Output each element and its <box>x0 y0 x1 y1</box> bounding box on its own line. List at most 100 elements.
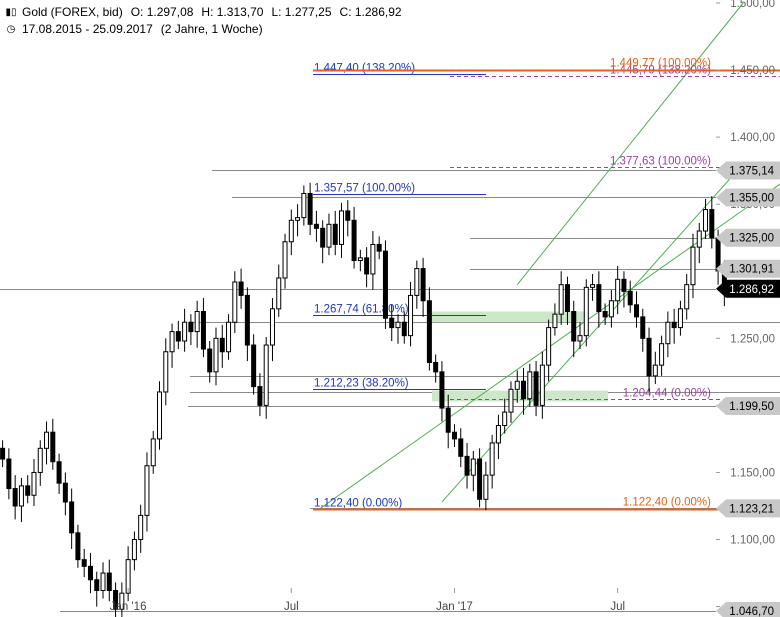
price-badge-label: 1.355,00 <box>729 192 774 204</box>
x-tick-label: Jul <box>610 601 625 613</box>
candle-body <box>0 447 6 460</box>
low-value: L: 1.277,25 <box>271 5 332 19</box>
y-tick-label: 1.100,00 <box>730 535 775 547</box>
candle-body <box>12 488 18 507</box>
candle-body <box>389 317 395 329</box>
support-zones <box>432 311 608 402</box>
candle-body <box>106 572 112 591</box>
candle-body <box>489 442 495 476</box>
price-badge-label: 1.046,70 <box>729 606 774 617</box>
candle-body <box>684 284 690 310</box>
candle-body <box>571 311 577 342</box>
candle-body <box>552 313 558 329</box>
candle-body <box>426 300 432 363</box>
price-badge-label: 1.325,00 <box>729 233 774 245</box>
candle-body <box>276 277 282 310</box>
candle-body <box>169 331 175 353</box>
candle-body <box>307 192 313 225</box>
candle-body <box>652 364 658 377</box>
fibonacci-levels: 1.447,40 (138.20%) 1.357,57 (100.00%) 1.26… <box>313 58 780 511</box>
price-badges: 1.375,14 1.355,00 1.325,00 1.301,91 1.286,92… <box>716 161 780 617</box>
candle-body <box>244 294 250 346</box>
candle-body <box>213 337 219 373</box>
candle-body <box>615 278 621 302</box>
candle-body <box>320 227 326 248</box>
candle-body <box>627 290 633 306</box>
candle-body <box>295 217 301 221</box>
y-tick-label: 1.450,00 <box>730 65 775 77</box>
instrument-title: Gold (FOREX, bid) <box>22 5 123 19</box>
candle-body <box>533 371 539 406</box>
candle-body <box>439 371 445 409</box>
candle-body <box>288 219 294 243</box>
candle-body <box>696 230 702 248</box>
y-tick-label: 1.400,00 <box>730 132 775 144</box>
candle-body <box>709 209 715 239</box>
candle-body <box>44 431 50 449</box>
candle-body <box>257 386 263 406</box>
fib-blue-label: 1.357,57 (100.00%) <box>314 183 415 195</box>
candle-body <box>157 391 163 440</box>
period-text: (2 Jahre, 1 Woche) <box>160 22 263 36</box>
candle-body <box>514 380 520 390</box>
candle-body <box>226 321 232 353</box>
candle-body <box>238 281 244 296</box>
y-tick-label: 1.250,00 <box>730 333 775 345</box>
candle-body <box>502 411 508 427</box>
price-badge <box>716 188 780 207</box>
fib-purple-label: 1.377,63 (100.00%) <box>610 156 711 168</box>
candle-body <box>458 438 464 457</box>
candlestick-icon: ▮▯ <box>5 7 17 18</box>
candle-body <box>357 257 363 262</box>
x-tick-label: Jul <box>284 601 299 613</box>
candle-body <box>6 458 12 490</box>
y-axis: 1.050,001.100,001.150,001.200,001.250,00… <box>716 0 775 614</box>
candle-body <box>175 331 181 342</box>
candle-body <box>596 284 602 313</box>
candle-body <box>37 447 43 473</box>
y-tick-label: 1.150,00 <box>730 467 775 479</box>
y-tick-label: 1.500,00 <box>730 0 775 10</box>
fib-purple-label: 1.204,44 (0.00%) <box>623 388 711 400</box>
price-badge <box>716 228 780 247</box>
candle-body <box>414 268 420 296</box>
candle-body <box>395 321 401 329</box>
candle-body <box>583 286 589 337</box>
candle-body <box>326 223 332 248</box>
candle-body <box>376 243 382 252</box>
trend-line <box>516 2 744 285</box>
price-badge-label: 1.301,91 <box>729 264 774 276</box>
price-badge-label: 1.286,92 <box>729 284 774 296</box>
candle-body <box>56 461 62 484</box>
candle-body <box>420 268 426 302</box>
candle-body <box>18 485 24 507</box>
candle-body <box>646 337 652 377</box>
candle-body <box>313 223 319 229</box>
candle-body <box>144 465 150 516</box>
candle-body <box>188 321 194 333</box>
candle-body <box>382 250 388 319</box>
support-zone <box>432 390 608 402</box>
candle-body <box>194 311 200 333</box>
candle-body <box>445 407 451 433</box>
candle-body <box>332 223 338 245</box>
candle-body <box>163 351 169 393</box>
candle-body <box>232 281 238 323</box>
price-badge <box>716 397 780 416</box>
candle-body <box>564 284 570 313</box>
candle-body <box>81 559 87 567</box>
clock-icon: ◷ <box>6 24 16 35</box>
candle-body <box>131 539 137 561</box>
candle-body <box>69 501 75 534</box>
candle-body <box>94 579 100 591</box>
candle-body <box>351 219 357 262</box>
candle-body <box>113 589 119 610</box>
price-badge <box>716 602 780 617</box>
date-range: 17.08.2015 - 25.09.2017 <box>22 22 153 36</box>
candle-body <box>602 311 608 318</box>
x-tick-label: Jan '17 <box>436 601 473 613</box>
price-badge-label: 1.123,21 <box>729 503 774 515</box>
candle-body <box>364 257 370 275</box>
fib-blue-label: 1.122,40 (0.00%) <box>314 498 402 510</box>
